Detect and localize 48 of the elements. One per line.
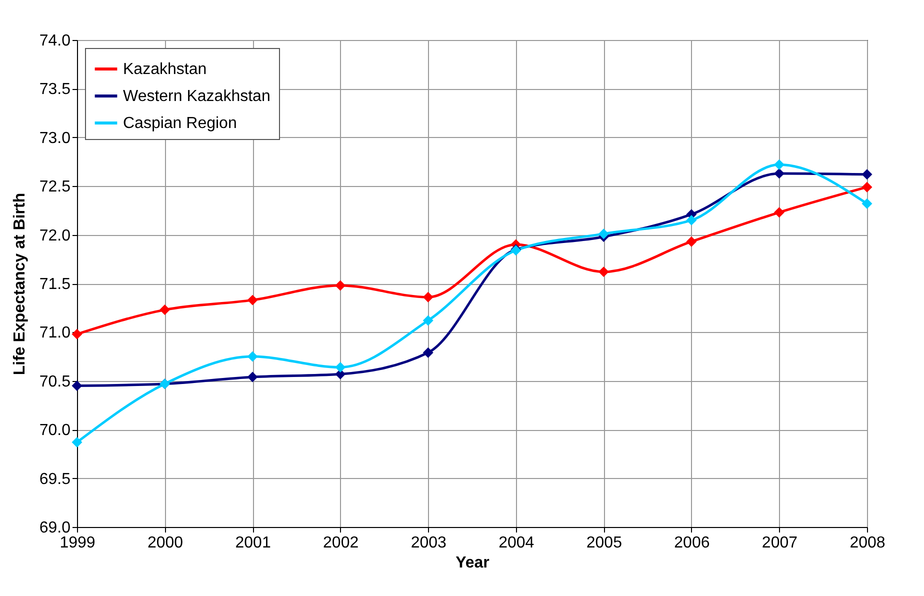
legend-label: Caspian Region <box>123 115 237 132</box>
x-tick-label: 2002 <box>323 534 359 552</box>
point <box>774 168 784 179</box>
point <box>160 304 170 316</box>
y-tick-label: 72.5 <box>39 178 71 196</box>
x-tick-label: 1999 <box>60 534 96 552</box>
y-tick-label: 71.5 <box>39 276 71 293</box>
point <box>686 214 697 226</box>
y-tick-label: 69.5 <box>39 470 71 488</box>
point <box>422 347 434 358</box>
point <box>335 362 346 373</box>
point <box>774 159 784 170</box>
point <box>247 372 258 382</box>
x-tick-label: 2008 <box>850 534 886 552</box>
x-tick-label: 2006 <box>674 534 710 552</box>
point <box>247 351 258 362</box>
point <box>686 236 697 247</box>
y-tick-label: 72.0 <box>39 227 71 244</box>
y-axis-title: Life Expectancy at Birth <box>11 192 28 376</box>
point <box>862 182 872 192</box>
point <box>862 198 872 209</box>
y-tick-label: 74.0 <box>39 32 71 50</box>
x-tick-label: 2001 <box>235 534 271 552</box>
point <box>774 207 784 218</box>
point <box>247 294 258 306</box>
x-tick-label: 2003 <box>410 534 447 552</box>
y-tick-label: 70.5 <box>39 373 71 390</box>
y-tick-label: 73.0 <box>39 130 71 147</box>
y-tick-label: 70.0 <box>39 422 71 440</box>
x-tick-label: 2000 <box>147 534 184 552</box>
x-tick-label: 2005 <box>586 534 622 552</box>
legend-label: Kazakhstan <box>123 61 207 78</box>
point <box>72 328 82 340</box>
y-tick-label: 69.0 <box>39 520 71 536</box>
point <box>598 228 609 240</box>
point <box>72 437 82 448</box>
point <box>862 169 872 180</box>
point <box>422 315 434 326</box>
point <box>598 266 609 278</box>
legend-label: Western Kazakhstan <box>123 88 270 105</box>
point <box>335 280 346 291</box>
x-tick-label: 2004 <box>498 534 534 552</box>
x-axis-title: Year <box>456 554 490 572</box>
point <box>422 292 434 302</box>
point <box>72 380 82 392</box>
y-tick-label: 71.0 <box>39 324 71 342</box>
x-tick-label: 2007 <box>762 534 798 552</box>
y-tick-label: 73.5 <box>39 81 71 98</box>
